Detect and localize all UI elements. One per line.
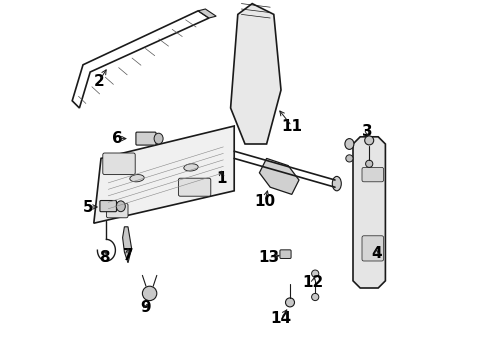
- Text: 4: 4: [371, 246, 382, 261]
- FancyBboxPatch shape: [362, 167, 384, 182]
- Text: 9: 9: [141, 300, 151, 315]
- Ellipse shape: [312, 293, 319, 301]
- Polygon shape: [198, 9, 216, 18]
- FancyBboxPatch shape: [178, 178, 211, 196]
- Ellipse shape: [332, 176, 342, 191]
- Polygon shape: [122, 227, 132, 263]
- Ellipse shape: [154, 133, 163, 144]
- Text: 2: 2: [94, 73, 104, 89]
- Text: 10: 10: [254, 194, 275, 209]
- Polygon shape: [231, 4, 281, 144]
- Ellipse shape: [365, 136, 374, 145]
- Ellipse shape: [116, 201, 125, 212]
- Ellipse shape: [184, 164, 198, 171]
- FancyBboxPatch shape: [136, 132, 156, 145]
- Text: 6: 6: [112, 131, 122, 146]
- Polygon shape: [94, 126, 234, 223]
- Polygon shape: [353, 137, 386, 288]
- Text: 5: 5: [83, 199, 94, 215]
- Text: 3: 3: [362, 124, 373, 139]
- FancyBboxPatch shape: [280, 250, 291, 258]
- Ellipse shape: [345, 139, 354, 149]
- Ellipse shape: [286, 298, 294, 307]
- Polygon shape: [259, 158, 299, 194]
- Text: 1: 1: [217, 171, 227, 186]
- Text: 7: 7: [122, 248, 133, 263]
- Ellipse shape: [312, 270, 319, 277]
- Text: 13: 13: [258, 250, 279, 265]
- Ellipse shape: [143, 286, 157, 301]
- Text: 12: 12: [303, 275, 324, 290]
- Ellipse shape: [366, 160, 373, 167]
- Text: 8: 8: [99, 250, 110, 265]
- FancyBboxPatch shape: [106, 203, 128, 218]
- FancyBboxPatch shape: [100, 201, 117, 212]
- FancyBboxPatch shape: [103, 153, 135, 175]
- Text: 11: 11: [281, 118, 302, 134]
- Ellipse shape: [130, 175, 144, 182]
- Ellipse shape: [346, 155, 353, 162]
- Text: 14: 14: [270, 311, 292, 326]
- FancyBboxPatch shape: [362, 236, 384, 261]
